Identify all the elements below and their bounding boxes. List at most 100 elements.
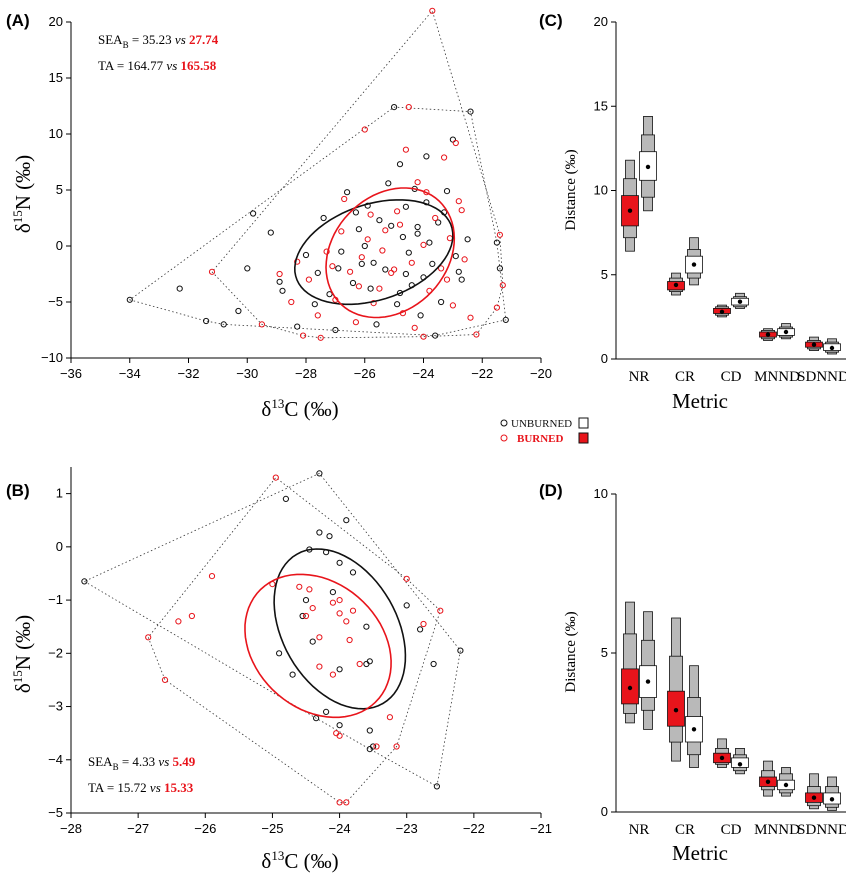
point-unburned (349, 279, 357, 287)
point-unburned (426, 239, 433, 246)
mode-point-unburned (691, 262, 697, 267)
point-unburned (403, 602, 410, 609)
point-unburned (423, 153, 430, 160)
point-unburned (250, 210, 257, 217)
point-burned (343, 618, 350, 625)
x-tick-label: −24 (412, 366, 434, 381)
legend-burned-box (578, 432, 589, 444)
point-unburned (433, 783, 440, 790)
point-unburned (320, 214, 327, 222)
panel-b-sea-stat: SEAB = 4.33 vs 5.49 (88, 754, 196, 772)
point-burned (437, 607, 444, 614)
x-tick-label: SDNND (797, 822, 846, 838)
mode-point-burned (627, 685, 633, 691)
point-burned (455, 198, 462, 205)
point-burned (302, 612, 310, 620)
y-tick-label: 20 (594, 14, 608, 29)
point-unburned (457, 647, 464, 654)
legend: UNBURNED BURNED (500, 417, 589, 445)
point-burned (493, 304, 500, 311)
ellipse-unburned (273, 548, 407, 710)
y-tick-label: 0 (56, 238, 63, 253)
point-burned (411, 324, 418, 331)
panel-a-scatter: −36 −34 −32 −30 −28 −26 −24 −22 −20 −10 −5 0 5 10 15 20… (10, 7, 552, 421)
point-unburned (449, 136, 456, 143)
mode-point-burned (811, 795, 817, 800)
point-unburned (335, 265, 342, 272)
point-unburned (382, 266, 389, 273)
point-unburned (496, 265, 503, 272)
point-unburned (370, 259, 377, 266)
y-tick-label: −2 (48, 645, 63, 660)
point-burned (272, 474, 279, 481)
hull-burned (211, 9, 504, 339)
mode-point-unburned (691, 727, 697, 732)
point-unburned (313, 715, 320, 722)
point-unburned (276, 650, 283, 657)
point-burned (391, 266, 398, 273)
mode-point-unburned (645, 679, 651, 684)
x-tick-label: −22 (463, 821, 485, 836)
x-tick-label: MNND (754, 822, 800, 838)
point-burned (355, 283, 362, 290)
point-unburned (438, 298, 445, 306)
point-unburned (267, 229, 274, 236)
y-tick-label: 10 (594, 183, 608, 198)
point-burned (461, 256, 468, 263)
point-unburned (435, 219, 442, 226)
panel-a-sea-stat: SEAB = 35.23 vs 27.74 (98, 32, 219, 50)
point-burned (473, 331, 480, 338)
point-unburned (396, 161, 404, 168)
point-burned (405, 104, 412, 111)
mode-point-unburned (829, 345, 835, 351)
point-unburned (299, 612, 306, 620)
panel-a-ylabel: δ15N (‰) (10, 155, 35, 233)
panel-b-scatter: −28 −27 −26 −25 −24 −23 −22 −21 −5 −4 −3 −2 −1 0 1 δ13… (10, 467, 552, 873)
mode-point-burned (765, 332, 771, 337)
point-unburned (452, 253, 459, 260)
point-unburned (326, 291, 333, 298)
point-unburned (323, 708, 330, 716)
point-burned (403, 575, 410, 582)
panel-a-ta-stat: TA = 164.77 vs 165.58 (98, 58, 217, 73)
point-burned (343, 799, 350, 806)
point-unburned (355, 226, 362, 233)
point-burned (349, 607, 357, 614)
hull-burned (147, 477, 441, 803)
point-unburned (367, 285, 374, 292)
x-tick-label: −26 (354, 366, 376, 381)
point-unburned (235, 307, 242, 315)
hull-unburned (83, 472, 461, 788)
x-tick-label: −23 (396, 821, 418, 836)
point-unburned (394, 301, 401, 308)
point-unburned (366, 727, 373, 734)
point-burned (175, 618, 182, 625)
y-tick-label: −1 (48, 592, 63, 607)
point-unburned (402, 270, 409, 278)
x-tick-label: −27 (127, 821, 149, 836)
point-burned (329, 263, 336, 270)
point-burned (338, 228, 345, 235)
point-unburned (336, 722, 343, 729)
mode-point-unburned (783, 782, 789, 788)
x-tick-label: −28 (60, 821, 82, 836)
mode-point-burned (673, 708, 679, 713)
point-burned (336, 610, 343, 617)
point-burned (300, 332, 307, 339)
point-burned (376, 285, 383, 292)
point-unburned (364, 202, 371, 209)
panel-d-xlabel: Metric (672, 841, 728, 865)
hull-unburned (128, 106, 507, 337)
point-unburned (358, 260, 365, 267)
point-burned (316, 634, 323, 641)
panel-b-ta-stat: TA = 15.72 vs 15.33 (88, 780, 194, 795)
y-tick-label: −5 (48, 294, 63, 309)
x-tick-label: MNND (754, 369, 800, 385)
point-burned (309, 605, 316, 612)
point-burned (370, 300, 377, 307)
point-burned (367, 211, 374, 218)
panel-a-xlabel: δ13C (‰) (261, 396, 338, 421)
point-burned (317, 334, 324, 341)
x-tick-label: −24 (329, 821, 351, 836)
y-tick-label: −4 (48, 752, 63, 767)
